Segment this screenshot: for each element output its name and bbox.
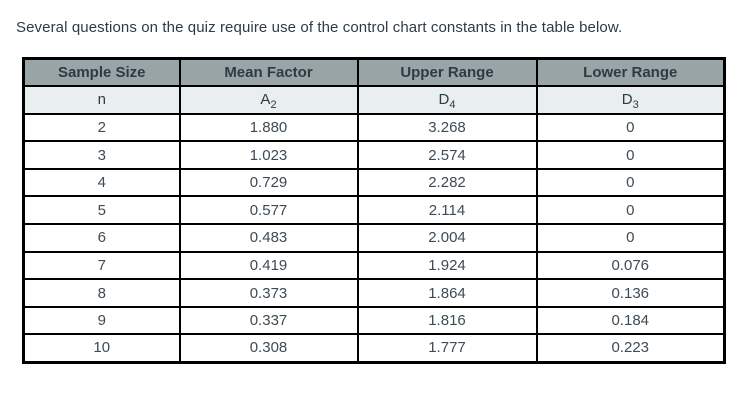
- symbol-n: n: [22, 85, 181, 115]
- cell-d3: 0: [535, 140, 726, 170]
- cell-n: 9: [22, 305, 181, 336]
- cell-d3: 0.223: [535, 333, 726, 364]
- header-lower-range: Lower Range: [535, 57, 726, 88]
- cell-d4: 1.777: [356, 333, 538, 364]
- cell-d3: 0.184: [535, 305, 726, 336]
- cell-n: 8: [22, 278, 181, 308]
- table-row: 2 1.880 3.268 0: [22, 112, 726, 143]
- cell-d4: 2.282: [356, 167, 538, 198]
- cell-a2: 1.023: [178, 140, 359, 170]
- cell-a2: 0.577: [178, 195, 359, 226]
- table-row: 7 0.419 1.924 0.076: [22, 250, 726, 281]
- cell-d4: 1.864: [356, 278, 538, 308]
- cell-n: 2: [22, 112, 181, 143]
- cell-d3: 0.076: [535, 250, 726, 281]
- table-row: 3 1.023 2.574 0: [22, 140, 726, 170]
- cell-d4: 2.004: [356, 223, 538, 253]
- table-row: 4 0.729 2.282 0: [22, 167, 726, 198]
- cell-d3: 0: [535, 223, 726, 253]
- cell-d3: 0: [535, 195, 726, 226]
- cell-n: 5: [22, 195, 181, 226]
- cell-a2: 0.729: [178, 167, 359, 198]
- symbol-d4: D4: [356, 85, 538, 115]
- cell-n: 7: [22, 250, 181, 281]
- table-symbol-row: n A2 D4 D3: [22, 85, 726, 115]
- cell-n: 3: [22, 140, 181, 170]
- cell-a2: 0.308: [178, 333, 359, 364]
- cell-a2: 0.483: [178, 223, 359, 253]
- intro-text: Several questions on the quiz require us…: [16, 19, 623, 36]
- header-sample-size: Sample Size: [22, 57, 181, 88]
- table-header-row: Sample Size Mean Factor Upper Range Lowe…: [22, 57, 726, 88]
- header-mean-factor: Mean Factor: [178, 57, 359, 88]
- symbol-a2: A2: [178, 85, 359, 115]
- cell-d4: 2.574: [356, 140, 538, 170]
- cell-d4: 1.816: [356, 305, 538, 336]
- cell-a2: 0.373: [178, 278, 359, 308]
- cell-d3: 0.136: [535, 278, 726, 308]
- table-row: 10 0.308 1.777 0.223: [22, 333, 726, 364]
- control-chart-constants-table: Sample Size Mean Factor Upper Range Lowe…: [22, 57, 726, 364]
- cell-n: 4: [22, 167, 181, 198]
- cell-n: 10: [22, 333, 181, 364]
- header-upper-range: Upper Range: [356, 57, 538, 88]
- cell-d3: 0: [535, 167, 726, 198]
- cell-a2: 0.337: [178, 305, 359, 336]
- symbol-d3: D3: [535, 85, 726, 115]
- table-row: 6 0.483 2.004 0: [22, 223, 726, 253]
- table-row: 9 0.337 1.816 0.184: [22, 305, 726, 336]
- cell-a2: 0.419: [178, 250, 359, 281]
- table-row: 5 0.577 2.114 0: [22, 195, 726, 226]
- cell-a2: 1.880: [178, 112, 359, 143]
- cell-d3: 0: [535, 112, 726, 143]
- cell-d4: 2.114: [356, 195, 538, 226]
- cell-d4: 3.268: [356, 112, 538, 143]
- cell-d4: 1.924: [356, 250, 538, 281]
- cell-n: 6: [22, 223, 181, 253]
- table-row: 8 0.373 1.864 0.136: [22, 278, 726, 308]
